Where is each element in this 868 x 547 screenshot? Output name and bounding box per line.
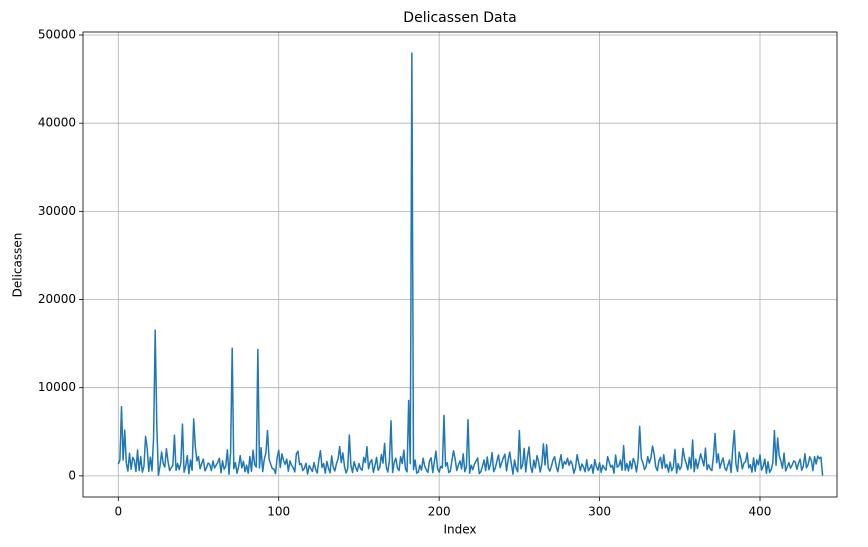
y-tick-label: 30000 bbox=[38, 204, 76, 218]
x-tick-label: 0 bbox=[114, 505, 122, 519]
y-tick-label: 20000 bbox=[38, 292, 76, 306]
plot-frame bbox=[82, 31, 838, 498]
y-tick-label: 50000 bbox=[38, 27, 76, 41]
x-tick-label: 300 bbox=[588, 505, 611, 519]
x-tick-label: 100 bbox=[267, 505, 290, 519]
data-line bbox=[117, 52, 824, 477]
x-tick-label: 400 bbox=[749, 505, 772, 519]
x-tick-label: 200 bbox=[428, 505, 451, 519]
y-tick-label: 0 bbox=[68, 468, 76, 482]
y-tick-label: 10000 bbox=[38, 380, 76, 394]
y-tick-label: 40000 bbox=[38, 116, 76, 130]
chart-title: Delicassen Data bbox=[403, 10, 516, 26]
y-axis-label: Delicassen bbox=[11, 233, 25, 298]
x-axis-label: Index bbox=[443, 523, 476, 537]
